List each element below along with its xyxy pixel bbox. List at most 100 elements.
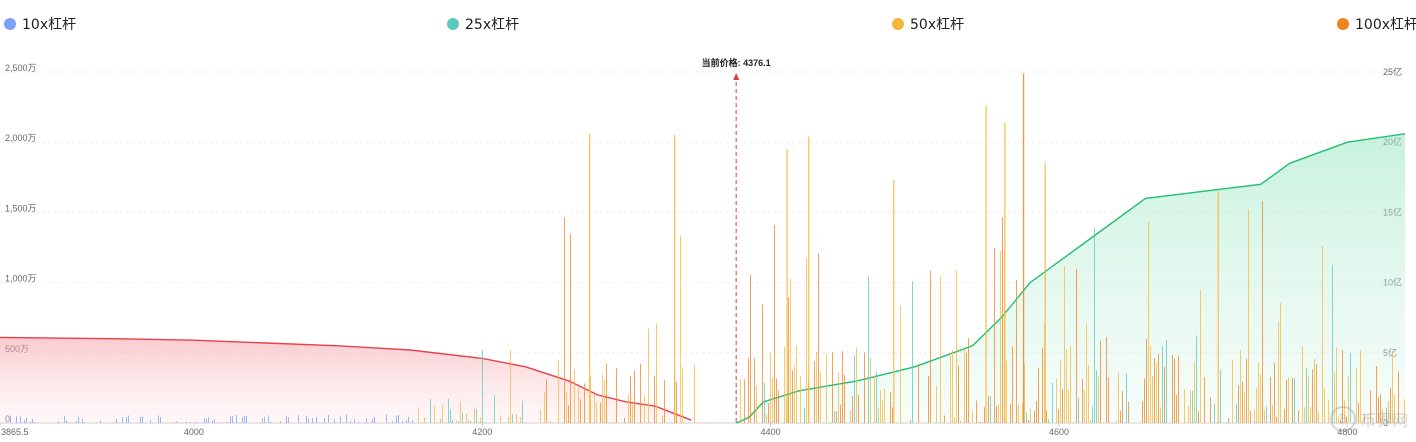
liquidation-bar: [1162, 345, 1163, 423]
liquidation-bar: [468, 420, 469, 423]
liquidation-bar: [1028, 420, 1029, 423]
legend-item-25x[interactable]: 25x杠杆: [447, 14, 519, 34]
liquidation-bar: [1076, 269, 1077, 423]
x-tick-label: 3865.5: [1, 427, 29, 437]
liquidation-bar: [1342, 349, 1343, 423]
liquidation-bar: [1178, 355, 1179, 423]
liquidation-bar: [1084, 389, 1085, 423]
liquidation-bar: [1248, 209, 1249, 423]
liquidation-bar: [1146, 338, 1147, 423]
liquidation-bar: [770, 352, 771, 423]
liquidation-bar: [1042, 347, 1043, 423]
liquidation-bar: [1382, 409, 1383, 423]
liquidation-bar: [1378, 397, 1379, 423]
liquidation-bar: [396, 416, 397, 423]
liquidation-bar: [794, 364, 795, 423]
liquidation-bar: [590, 375, 591, 423]
liquidation-bar: [748, 357, 749, 423]
liquidation-bar: [996, 406, 997, 423]
liquidation-bar: [788, 297, 789, 423]
liquidation-bar: [116, 418, 117, 423]
liquidation-bar: [1048, 419, 1049, 423]
liquidation-bar: [806, 257, 807, 423]
liquidation-bar: [768, 403, 769, 423]
spike-bar: [1044, 163, 1046, 423]
liquidation-bar: [1244, 392, 1245, 423]
y-left-tick-label: 2,500万: [5, 63, 37, 73]
liquidation-bar: [754, 358, 755, 423]
liquidation-bar: [1056, 378, 1057, 423]
legend-item-50x[interactable]: 50x杠杆: [892, 14, 964, 34]
liquidation-bar: [208, 416, 209, 423]
liquidation-bar: [988, 395, 989, 423]
liquidation-bar: [206, 418, 207, 423]
spike-bar: [1004, 122, 1006, 423]
liquidation-bar: [804, 407, 805, 423]
liquidation-bar: [1164, 366, 1165, 423]
liquidation-bar: [1096, 370, 1097, 423]
liquidation-bar: [372, 418, 373, 423]
liquidation-bar: [564, 217, 565, 423]
liquidation-bar: [944, 415, 945, 423]
liquidation-bar: [522, 400, 523, 423]
liquidation-bar: [316, 416, 317, 423]
liquidation-bar: [298, 415, 299, 423]
liquidation-bar: [346, 414, 347, 423]
liquidation-bar: [478, 422, 479, 423]
liquidation-bar: [1238, 385, 1239, 423]
legend: 10x杠杆 25x杠杆 50x杠杆 100x杠杆: [0, 14, 1416, 38]
liquidation-bar: [242, 417, 243, 423]
liquidation-bar: [236, 414, 237, 423]
liquidation-bar: [858, 394, 859, 423]
liquidation-bar: [864, 352, 865, 423]
liquidation-bar: [1278, 321, 1279, 423]
liquidation-bar: [78, 416, 79, 423]
liquidation-bar: [84, 421, 85, 423]
liquidation-bar: [448, 398, 449, 423]
legend-item-100x[interactable]: 100x杠杆: [1337, 14, 1416, 34]
liquidation-bar: [1324, 388, 1325, 423]
liquidation-bar: [614, 421, 615, 423]
liquidation-bar: [1388, 401, 1389, 423]
liquidation-bar: [578, 387, 579, 423]
liquidation-bar: [424, 417, 425, 423]
liquidation-bar: [900, 305, 901, 423]
liquidation-bar: [516, 414, 517, 423]
liquidation-bar: [226, 422, 227, 423]
liquidation-bar: [30, 421, 31, 423]
liquidation-bar: [1066, 349, 1067, 423]
x-tick-label: 4400: [761, 427, 781, 437]
liquidation-bar: [1106, 336, 1107, 423]
liquidation-bar: [408, 416, 409, 423]
liquidation-bar: [1246, 358, 1247, 423]
liquidation-bar: [1204, 377, 1205, 423]
liquidation-bar: [1298, 410, 1299, 423]
liquidation-bar: [324, 417, 325, 423]
liquidation-bar: [1348, 376, 1349, 423]
liquidation-bar: [762, 304, 763, 423]
liquidation-bar: [244, 415, 245, 423]
liquidation-bar: [218, 422, 219, 423]
liquidation-bar: [1232, 359, 1233, 423]
liquidation-bar: [26, 417, 27, 423]
liquidation-bar: [1220, 369, 1221, 423]
liquidation-bar: [24, 420, 25, 423]
liquidation-bar: [288, 417, 289, 423]
liquidation-bar: [1336, 347, 1337, 423]
liquidation-bar: [1088, 365, 1089, 423]
legend-item-10x[interactable]: 10x杠杆: [4, 14, 76, 34]
liquidation-bar: [1308, 375, 1309, 423]
liquidation-bar: [1062, 388, 1063, 423]
liquidation-bar: [1390, 387, 1391, 423]
liquidation-bar: [1176, 395, 1177, 423]
liquidation-bar: [750, 275, 751, 423]
liquidation-bar: [648, 328, 649, 423]
liquidation-bar: [740, 379, 741, 423]
liquidation-bar: [262, 418, 263, 423]
liquidation-bar: [1108, 377, 1109, 423]
liquidation-bar: [140, 416, 141, 423]
liquidation-bar: [340, 416, 341, 423]
liquidation-bar: [960, 420, 961, 423]
liquidation-bar: [1126, 373, 1127, 423]
liquidation-bar: [680, 235, 681, 423]
